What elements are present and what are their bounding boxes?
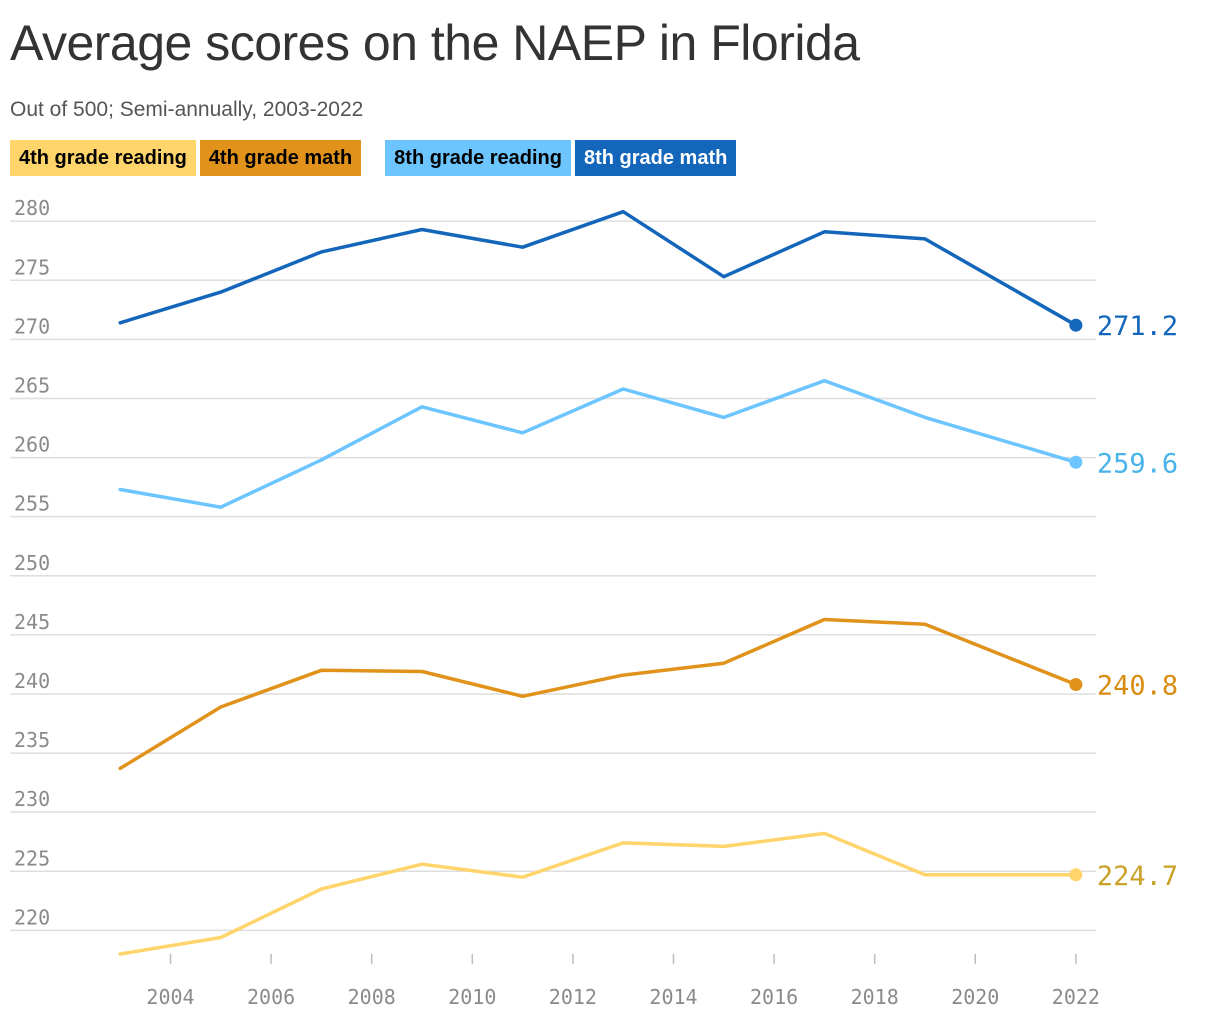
series-line-2: [118, 378, 1078, 509]
chart-subtitle: Out of 500; Semi-annually, 2003-2022: [10, 98, 364, 121]
series-line-1: [118, 617, 1078, 771]
y-tick-label-245: 245: [14, 610, 50, 634]
y-tick-label-255: 255: [14, 492, 50, 516]
series-end-label-1: 240.8: [1097, 671, 1178, 702]
series-end-label-3: 271.2: [1097, 311, 1178, 342]
legend-item-4th-grade-math: 4th grade math: [199, 140, 362, 176]
y-tick-label-265: 265: [14, 373, 50, 397]
y-tick-label-220: 220: [14, 905, 50, 929]
series-end-point-2: [1069, 455, 1083, 469]
legend-item-4th-grade-reading: 4th grade reading: [10, 140, 196, 176]
x-tick-label-2018: 2018: [851, 985, 899, 1009]
x-tick-label-2006: 2006: [247, 985, 295, 1009]
series-end-label-0: 224.7: [1097, 861, 1178, 892]
y-tick-label-275: 275: [14, 255, 50, 279]
series-end-point-3: [1069, 318, 1083, 332]
y-tick-label-225: 225: [14, 846, 50, 870]
series-line-3: [118, 209, 1078, 327]
x-tick-label-2020: 2020: [951, 985, 999, 1009]
x-tick-label-2004: 2004: [146, 985, 194, 1009]
y-tick-label-235: 235: [14, 728, 50, 752]
legend-item-8th-grade-reading: 8th grade reading: [385, 140, 571, 176]
y-tick-label-270: 270: [14, 314, 50, 338]
x-tick-label-2012: 2012: [549, 985, 597, 1009]
x-tick-label-2016: 2016: [750, 985, 798, 1009]
y-tick-label-230: 230: [14, 787, 50, 811]
chart-title: Average scores on the NAEP in Florida: [10, 15, 860, 71]
series-end-point-0: [1069, 868, 1083, 882]
series-end-label-2: 259.6: [1097, 448, 1178, 479]
x-tick-label-2008: 2008: [348, 985, 396, 1009]
x-tick-label-2014: 2014: [649, 985, 697, 1009]
y-tick-label-260: 260: [14, 433, 50, 457]
y-tick-label-240: 240: [14, 669, 50, 693]
x-tick-label-2022: 2022: [1052, 985, 1100, 1009]
series-end-point-1: [1069, 678, 1083, 692]
y-tick-label-280: 280: [14, 196, 50, 220]
y-tick-label-250: 250: [14, 551, 50, 575]
x-tick-label-2010: 2010: [448, 985, 496, 1009]
series-line-0: [118, 831, 1078, 956]
legend: 4th grade reading 4th grade math 8th gra…: [10, 140, 740, 176]
legend-item-8th-grade-math: 8th grade math: [574, 140, 737, 176]
